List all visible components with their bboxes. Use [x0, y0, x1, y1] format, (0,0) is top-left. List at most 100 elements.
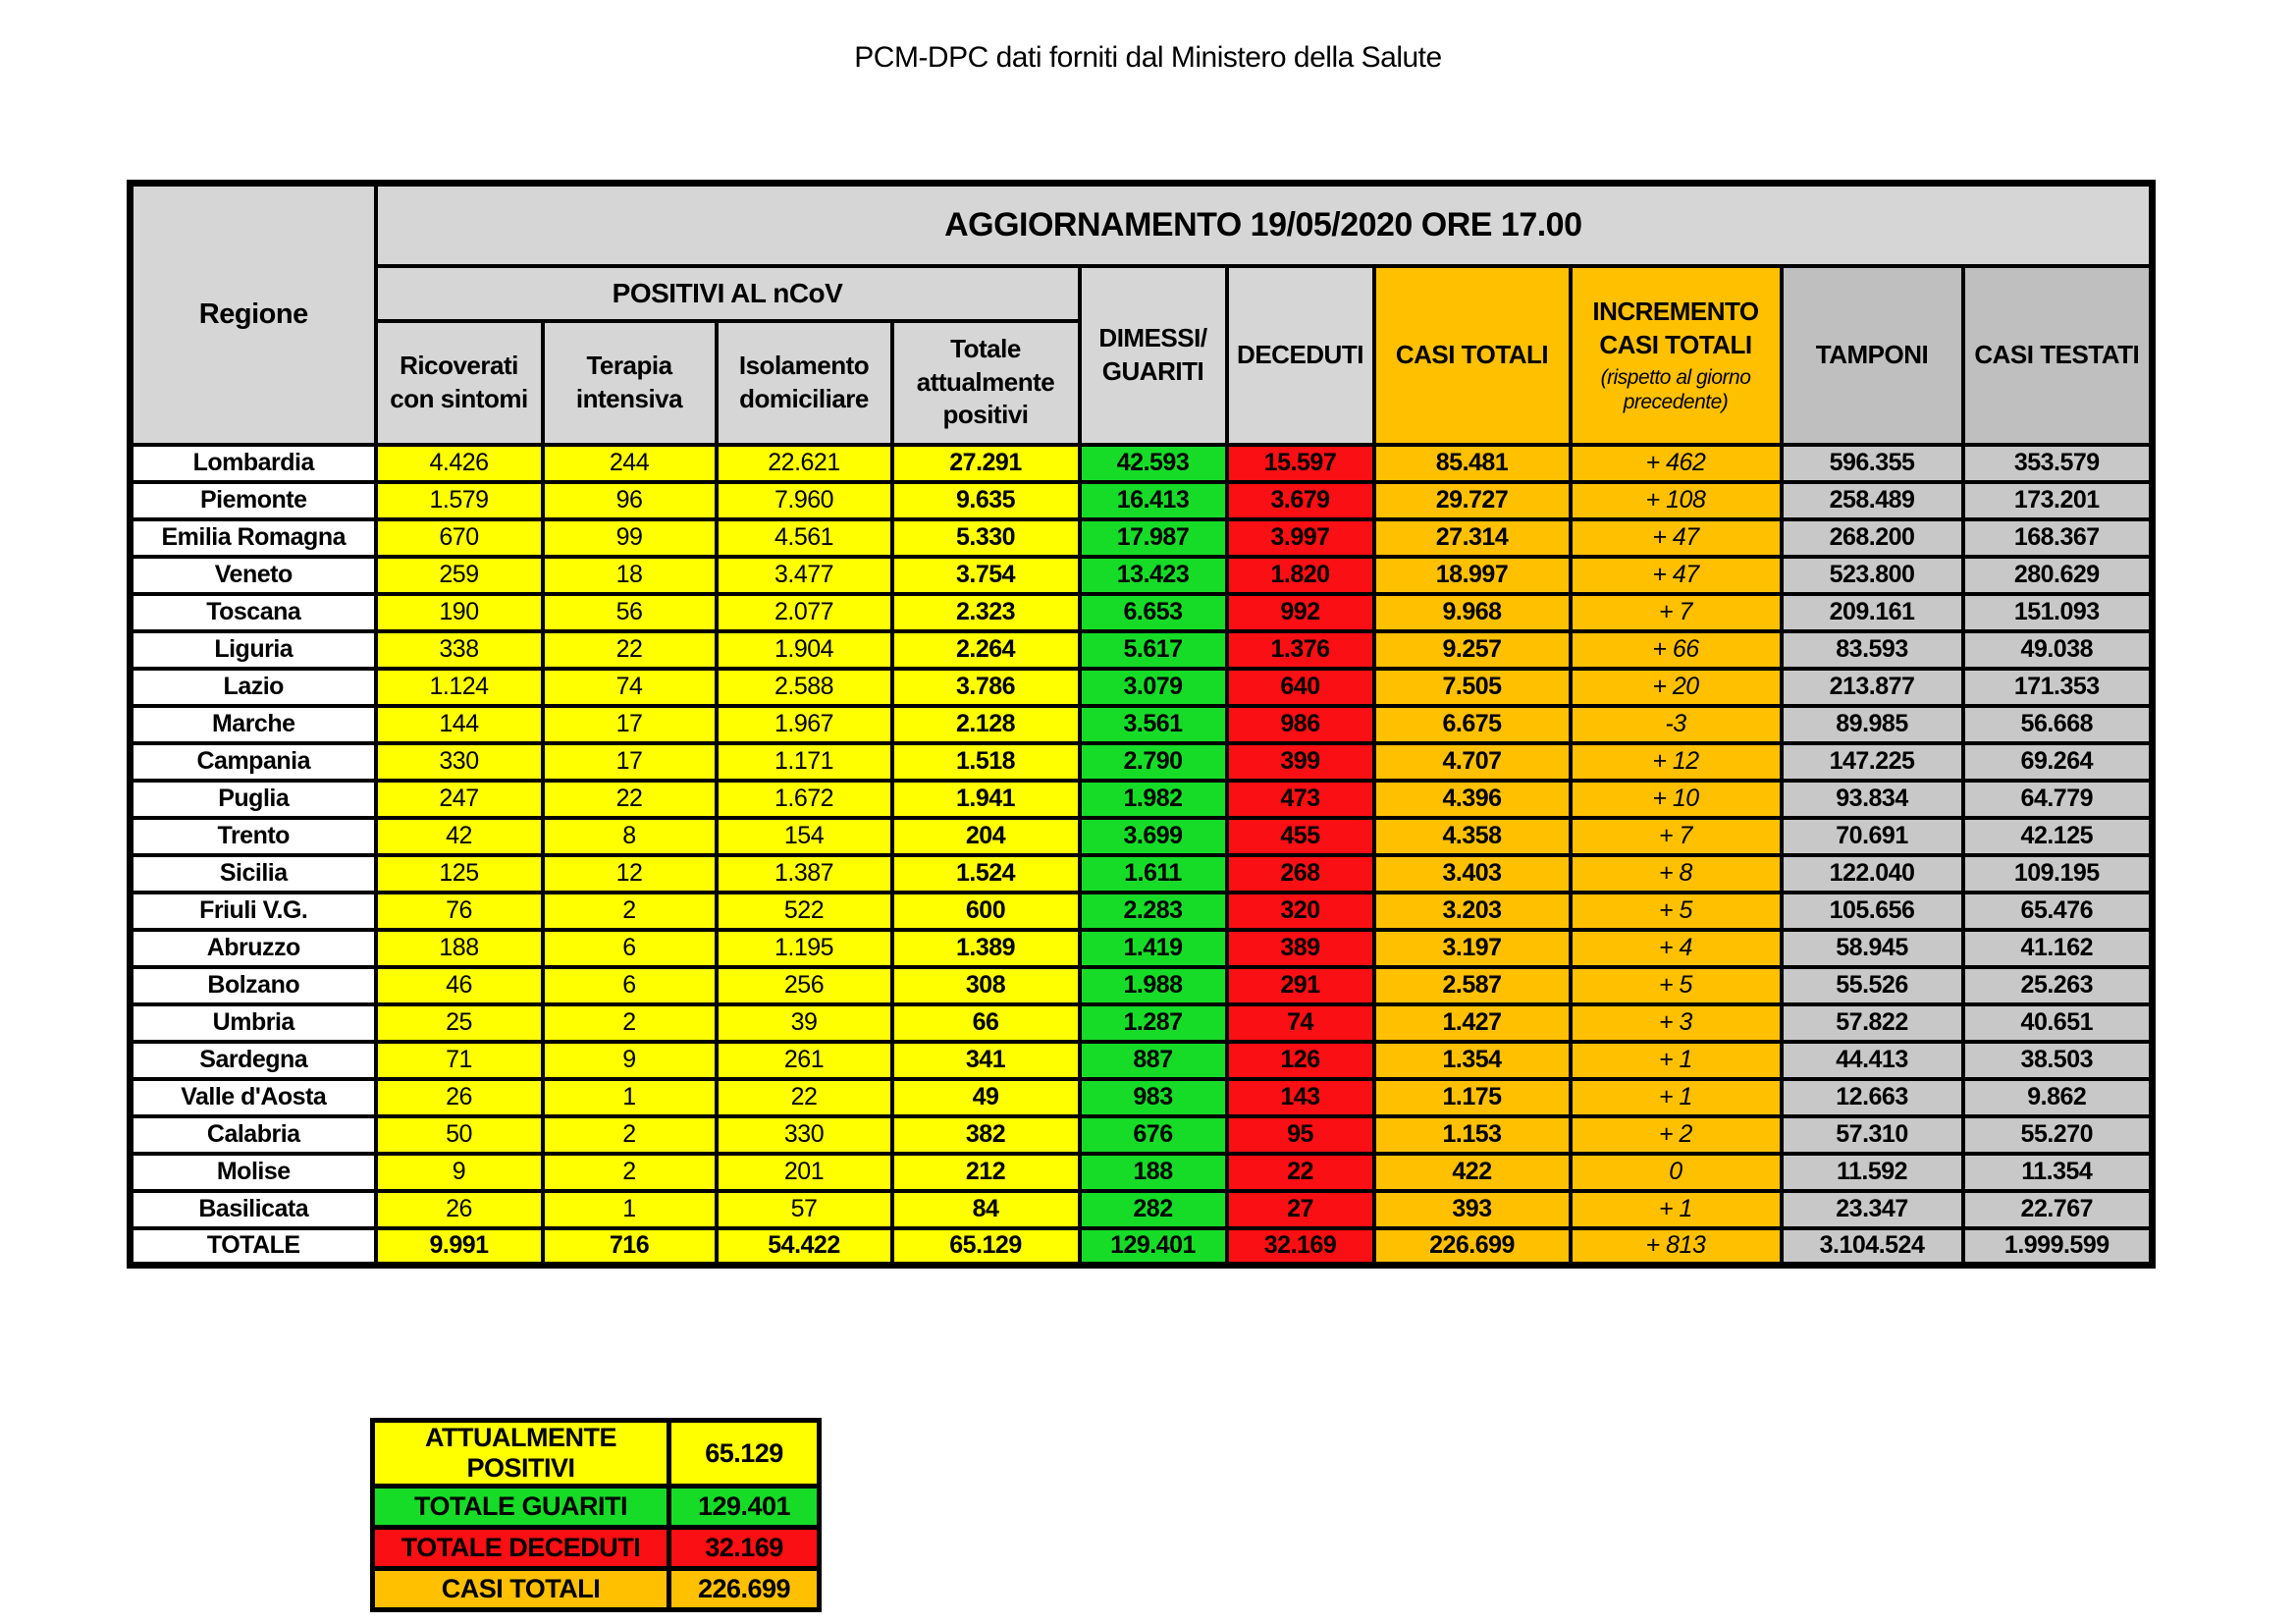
- cell-incremento: 0: [1568, 1151, 1784, 1193]
- column-group-positivi: POSITIVI AL nCoV: [373, 263, 1082, 323]
- summary-label: TOTALE GUARITI: [370, 1484, 671, 1530]
- cell-incremento: + 7: [1568, 815, 1784, 857]
- cell-tamponi: 44.413: [1779, 1039, 1965, 1081]
- cell-casi-totali: 393: [1371, 1188, 1573, 1230]
- column-header-regione: Regione: [128, 181, 378, 447]
- cell-tamponi: 23.347: [1779, 1188, 1965, 1230]
- column-header-totale-positivi: Totale attualmente positivi: [889, 318, 1082, 447]
- cell-tamponi: 83.593: [1779, 628, 1965, 671]
- cell-totale-positivi: 9.635: [889, 479, 1082, 521]
- cell-ricoverati: 4.426: [373, 442, 545, 484]
- region-name: Veneto: [128, 554, 378, 596]
- cell-isolamento: 7.960: [714, 479, 894, 521]
- cell-totale-positivi: 2.323: [889, 591, 1082, 633]
- cell-deceduti: 473: [1224, 778, 1376, 820]
- cell-tamponi: 122.040: [1779, 852, 1965, 894]
- cell-incremento: + 5: [1568, 890, 1784, 932]
- update-banner: AGGIORNAMENTO 19/05/2020 ORE 17.00: [373, 181, 2155, 268]
- cell-isolamento: 154: [714, 815, 894, 857]
- cell-incremento: + 1: [1568, 1188, 1784, 1230]
- summary-label: CASI TOTALI: [370, 1566, 671, 1612]
- cell-incremento: + 1: [1568, 1039, 1784, 1081]
- cell-terapia-intensiva: 8: [540, 815, 719, 857]
- cell-ricoverati: 25: [373, 1001, 545, 1044]
- cell-tamponi: 3.104.524: [1779, 1225, 1965, 1268]
- table-row: Toscana 190 56 2.077 2.323 6.653 992 9.968 + 7 20…: [128, 591, 2155, 633]
- table-row: Molise 9 2 201 212 188 22 422 0 11.592 11.354: [128, 1151, 2155, 1193]
- incremento-sublabel: (rispetto al giorno precedente): [1600, 365, 1751, 413]
- cell-dimessi-guariti: 42.593: [1077, 442, 1229, 484]
- cell-totale-positivi: 49: [889, 1076, 1082, 1118]
- table-row: Campania 330 17 1.171 1.518 2.790 399 4.707 + 12…: [128, 740, 2155, 783]
- cell-totale-positivi: 27.291: [889, 442, 1082, 484]
- header-row-groups: POSITIVI AL nCoV DIMESSI/ GUARITI DECEDU…: [131, 263, 2155, 447]
- cell-incremento: + 7: [1568, 591, 1784, 633]
- cell-casi-totali: 2.587: [1371, 964, 1573, 1006]
- cell-terapia-intensiva: 56: [540, 591, 719, 633]
- cell-ricoverati: 190: [373, 591, 545, 633]
- cell-isolamento: 2.077: [714, 591, 894, 633]
- cell-isolamento: 330: [714, 1113, 894, 1156]
- cell-casi-totali: 1.175: [1371, 1076, 1573, 1118]
- region-name: Calabria: [128, 1113, 378, 1156]
- cell-incremento: + 462: [1568, 442, 1784, 484]
- cell-casi-testati: 55.270: [1960, 1113, 2155, 1156]
- cell-isolamento: 1.171: [714, 740, 894, 783]
- cell-incremento: + 2: [1568, 1113, 1784, 1156]
- region-name: Emilia Romagna: [128, 516, 378, 559]
- cell-dimessi-guariti: 188: [1077, 1151, 1229, 1193]
- cell-isolamento: 22.621: [714, 442, 894, 484]
- cell-casi-totali: 4.358: [1371, 815, 1573, 857]
- cell-totale-positivi: 1.524: [889, 852, 1082, 894]
- cell-casi-totali: 1.427: [1371, 1001, 1573, 1044]
- cell-tamponi: 147.225: [1779, 740, 1965, 783]
- cell-deceduti: 3.679: [1224, 479, 1376, 521]
- cell-dimessi-guariti: 1.988: [1077, 964, 1229, 1006]
- cell-tamponi: 55.526: [1779, 964, 1965, 1006]
- table-row: Lombardia 4.426 244 22.621 27.291 42.593 15.59…: [128, 442, 2155, 484]
- cell-casi-totali: 226.699: [1371, 1225, 1573, 1268]
- cell-dimessi-guariti: 3.079: [1077, 666, 1229, 708]
- cell-totale-positivi: 66: [889, 1001, 1082, 1044]
- cell-dimessi-guariti: 3.561: [1077, 703, 1229, 745]
- cell-totale-positivi: 1.518: [889, 740, 1082, 783]
- region-name: Sicilia: [128, 852, 378, 894]
- cell-dimessi-guariti: 887: [1077, 1039, 1229, 1081]
- table-row: Abruzzo 188 6 1.195 1.389 1.419 389 3.197 + 4 58.…: [128, 927, 2155, 969]
- cell-isolamento: 1.672: [714, 778, 894, 820]
- region-name: Marche: [128, 703, 378, 745]
- table-row: Marche 144 17 1.967 2.128 3.561 986 6.675 -3 89.9…: [128, 703, 2155, 745]
- table-row: Sicilia 125 12 1.387 1.524 1.611 268 3.403 + 8 12…: [128, 852, 2155, 894]
- cell-dimessi-guariti: 2.790: [1077, 740, 1229, 783]
- table-row: Umbria 25 2 39 66 1.287 74 1.427 + 3 57.822 40.651: [128, 1001, 2155, 1044]
- region-name: Umbria: [128, 1001, 378, 1044]
- totals-row: TOTALE 9.991 716 54.422 65.129 129.401 32.169 2…: [128, 1225, 2155, 1268]
- table-row: Emilia Romagna 670 99 4.561 5.330 17.987 3.997…: [128, 516, 2155, 559]
- cell-incremento: -3: [1568, 703, 1784, 745]
- cell-tamponi: 105.656: [1779, 890, 1965, 932]
- cell-isolamento: 261: [714, 1039, 894, 1081]
- cell-incremento: + 20: [1568, 666, 1784, 708]
- region-name: Friuli V.G.: [128, 890, 378, 932]
- table-row: Basilicata 26 1 57 84 282 27 393 + 1 23.347 22.767: [128, 1188, 2155, 1230]
- cell-terapia-intensiva: 17: [540, 703, 719, 745]
- summary-label: TOTALE DECEDUTI: [370, 1525, 671, 1571]
- cell-casi-totali: 7.505: [1371, 666, 1573, 708]
- cell-casi-testati: 168.367: [1960, 516, 2155, 559]
- cell-totale-positivi: 2.128: [889, 703, 1082, 745]
- table-row: Friuli V.G. 76 2 522 600 2.283 320 3.203 + 5 105.…: [128, 890, 2155, 932]
- table-row: Bolzano 46 6 256 308 1.988 291 2.587 + 5 55.526 25…: [128, 964, 2155, 1006]
- cell-terapia-intensiva: 22: [540, 778, 719, 820]
- cell-tamponi: 596.355: [1779, 442, 1965, 484]
- table-row: Veneto 259 18 3.477 3.754 13.423 1.820 18.997 + …: [128, 554, 2155, 596]
- column-header-dimessi-guariti: DIMESSI/ GUARITI: [1077, 263, 1229, 447]
- cell-deceduti: 95: [1224, 1113, 1376, 1156]
- cell-isolamento: 1.904: [714, 628, 894, 671]
- cell-tamponi: 70.691: [1779, 815, 1965, 857]
- summary-value: 65.129: [667, 1418, 822, 1489]
- cell-casi-totali: 18.997: [1371, 554, 1573, 596]
- cell-dimessi-guariti: 282: [1077, 1188, 1229, 1230]
- cell-casi-testati: 151.093: [1960, 591, 2155, 633]
- cell-deceduti: 32.169: [1224, 1225, 1376, 1268]
